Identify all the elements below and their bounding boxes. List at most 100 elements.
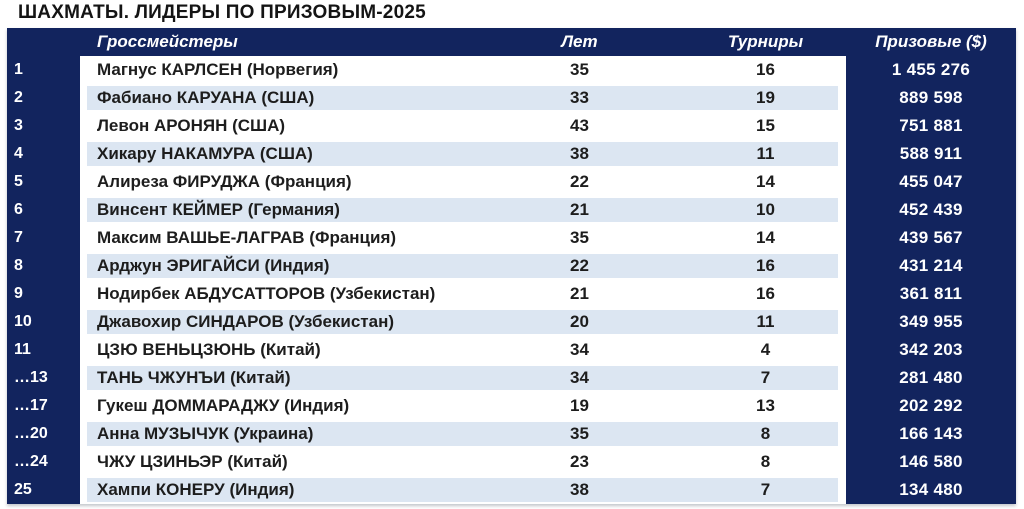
tournaments-cell: 15 <box>657 112 838 140</box>
rank-cell: …17 <box>7 392 80 420</box>
prize-cell: 455 047 <box>846 168 1016 196</box>
gap-cell <box>80 364 87 392</box>
gap-cell <box>80 140 87 168</box>
age-cell: 35 <box>502 224 657 252</box>
tournaments-cell: 14 <box>657 224 838 252</box>
tournaments-cell: 13 <box>657 392 838 420</box>
tournaments-cell: 7 <box>657 476 838 504</box>
rank-cell: 5 <box>7 168 80 196</box>
gap-cell <box>838 196 846 224</box>
age-cell: 19 <box>502 392 657 420</box>
name-cell: Хикару НАКАМУРА (США) <box>87 140 502 168</box>
header-gap <box>80 28 87 56</box>
tournaments-cell: 16 <box>657 252 838 280</box>
tournaments-cell: 8 <box>657 420 838 448</box>
prize-cell: 342 203 <box>846 336 1016 364</box>
name-cell: Арджун ЭРИГАЙСИ (Индия) <box>87 252 502 280</box>
age-cell: 35 <box>502 56 657 84</box>
gap-cell <box>80 224 87 252</box>
age-cell: 34 <box>502 336 657 364</box>
tournaments-cell: 10 <box>657 196 838 224</box>
table-row: 3 Левон АРОНЯН (США) 43 15 751 881 <box>7 112 1016 140</box>
gap-cell <box>838 280 846 308</box>
rank-cell: 6 <box>7 196 80 224</box>
gap-cell <box>80 476 87 504</box>
prize-cell: 439 567 <box>846 224 1016 252</box>
prize-cell: 588 911 <box>846 140 1016 168</box>
rank-cell: 1 <box>7 56 80 84</box>
table-row: 11 ЦЗЮ ВЕНЬЦЗЮНЬ (Китай) 34 4 342 203 <box>7 336 1016 364</box>
rank-cell: 9 <box>7 280 80 308</box>
gap-cell <box>80 84 87 112</box>
table-row: 25 Хампи КОНЕРУ (Индия) 38 7 134 480 <box>7 476 1016 504</box>
age-cell: 34 <box>502 364 657 392</box>
name-cell: Хампи КОНЕРУ (Индия) <box>87 476 502 504</box>
table-row: 8 Арджун ЭРИГАЙСИ (Индия) 22 16 431 214 <box>7 252 1016 280</box>
gap-cell <box>80 280 87 308</box>
name-cell: ТАНЬ ЧЖУНЪИ (Китай) <box>87 364 502 392</box>
gap-cell <box>80 308 87 336</box>
table-row: …20 Анна МУЗЫЧУК (Украина) 35 8 166 143 <box>7 420 1016 448</box>
rank-cell: 25 <box>7 476 80 504</box>
gap-cell <box>838 56 846 84</box>
gap-cell <box>80 112 87 140</box>
page-title: ШАХМАТЫ. ЛИДЕРЫ ПО ПРИЗОВЫМ-2025 <box>18 2 426 23</box>
age-cell: 38 <box>502 476 657 504</box>
name-cell: Джавохир СИНДАРОВ (Узбекистан) <box>87 308 502 336</box>
name-cell: Гукеш ДОММАРАДЖУ (Индия) <box>87 392 502 420</box>
rank-cell: 10 <box>7 308 80 336</box>
age-cell: 33 <box>502 84 657 112</box>
name-cell: Максим ВАШЬЕ-ЛАГРАВ (Франция) <box>87 224 502 252</box>
gap-cell <box>80 420 87 448</box>
gap-cell <box>838 448 846 476</box>
gap-cell <box>838 84 846 112</box>
gap-cell <box>838 420 846 448</box>
age-cell: 21 <box>502 196 657 224</box>
gap-cell <box>80 56 87 84</box>
table-row: 5 Алиреза ФИРУДЖА (Франция) 22 14 455 047 <box>7 168 1016 196</box>
gap-cell <box>80 448 87 476</box>
prize-cell: 751 881 <box>846 112 1016 140</box>
rank-cell: 2 <box>7 84 80 112</box>
header-grandmaster: Гроссмейстеры <box>97 32 238 51</box>
rank-cell: 11 <box>7 336 80 364</box>
age-cell: 43 <box>502 112 657 140</box>
table-header-row: Гроссмейстеры Лет Турниры Призовые ($) <box>7 28 1016 56</box>
gap-cell <box>838 112 846 140</box>
header-age: Лет <box>561 32 598 51</box>
tournaments-cell: 7 <box>657 364 838 392</box>
prize-cell: 202 292 <box>846 392 1016 420</box>
gap-cell <box>838 140 846 168</box>
rank-cell: …20 <box>7 420 80 448</box>
age-cell: 23 <box>502 448 657 476</box>
gap-cell <box>838 308 846 336</box>
gap-cell <box>80 392 87 420</box>
table-row: 6 Винсент КЕЙМЕР (Германия) 21 10 452 439 <box>7 196 1016 224</box>
gap-cell <box>80 168 87 196</box>
rank-cell: 7 <box>7 224 80 252</box>
table-row: 2 Фабиано КАРУАНА (США) 33 19 889 598 <box>7 84 1016 112</box>
prize-cell: 281 480 <box>846 364 1016 392</box>
prize-leaders-table: Гроссмейстеры Лет Турниры Призовые ($) 1… <box>7 28 1016 504</box>
name-cell: Нодирбек АБДУСАТТОРОВ (Узбекистан) <box>87 280 502 308</box>
rank-cell: …13 <box>7 364 80 392</box>
rank-cell: 4 <box>7 140 80 168</box>
prize-cell: 134 480 <box>846 476 1016 504</box>
age-cell: 22 <box>502 168 657 196</box>
header-prize: Призовые ($) <box>875 32 987 51</box>
table-row: 7 Максим ВАШЬЕ-ЛАГРАВ (Франция) 35 14 439 56… <box>7 224 1016 252</box>
header-tournaments: Турниры <box>727 32 804 51</box>
table-row: …17 Гукеш ДОММАРАДЖУ (Индия) 19 13 202 292 <box>7 392 1016 420</box>
name-cell: Алиреза ФИРУДЖА (Франция) <box>87 168 502 196</box>
tournaments-cell: 4 <box>657 336 838 364</box>
prize-cell: 146 580 <box>846 448 1016 476</box>
name-cell: ЧЖУ ЦЗИНЬЭР (Китай) <box>87 448 502 476</box>
name-cell: Магнус КАРЛСЕН (Норвегия) <box>87 56 502 84</box>
gap-cell <box>80 252 87 280</box>
tournaments-cell: 16 <box>657 56 838 84</box>
rank-cell: 3 <box>7 112 80 140</box>
prize-cell: 349 955 <box>846 308 1016 336</box>
header-gap <box>838 28 846 56</box>
gap-cell <box>80 336 87 364</box>
name-cell: Фабиано КАРУАНА (США) <box>87 84 502 112</box>
